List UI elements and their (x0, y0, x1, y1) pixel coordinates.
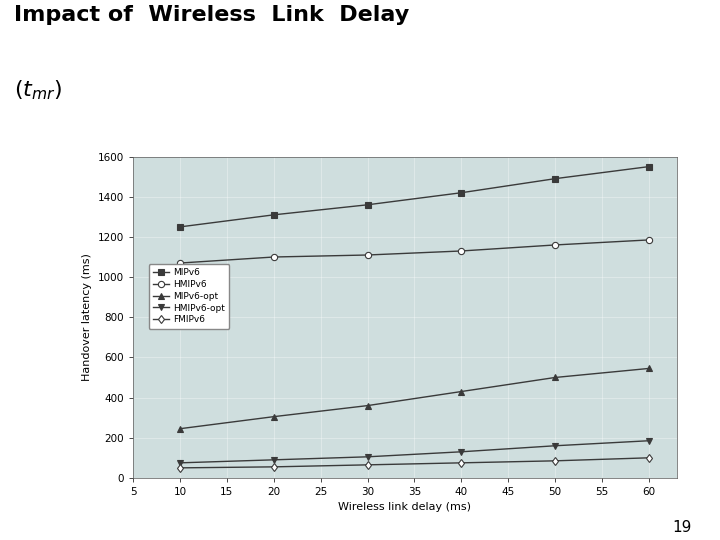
X-axis label: Wireless link delay (ms): Wireless link delay (ms) (338, 503, 472, 512)
Text: Impact of  Wireless  Link  Delay: Impact of Wireless Link Delay (14, 5, 410, 25)
Text: 19: 19 (672, 519, 691, 535)
Y-axis label: Handover latency (ms): Handover latency (ms) (82, 253, 92, 381)
Text: $(t_{mr})$: $(t_{mr})$ (14, 78, 63, 102)
Legend: MIPv6, HMIPv6, MIPv6-opt, HMIPv6-opt, FMIPv6: MIPv6, HMIPv6, MIPv6-opt, HMIPv6-opt, FM… (148, 264, 230, 329)
